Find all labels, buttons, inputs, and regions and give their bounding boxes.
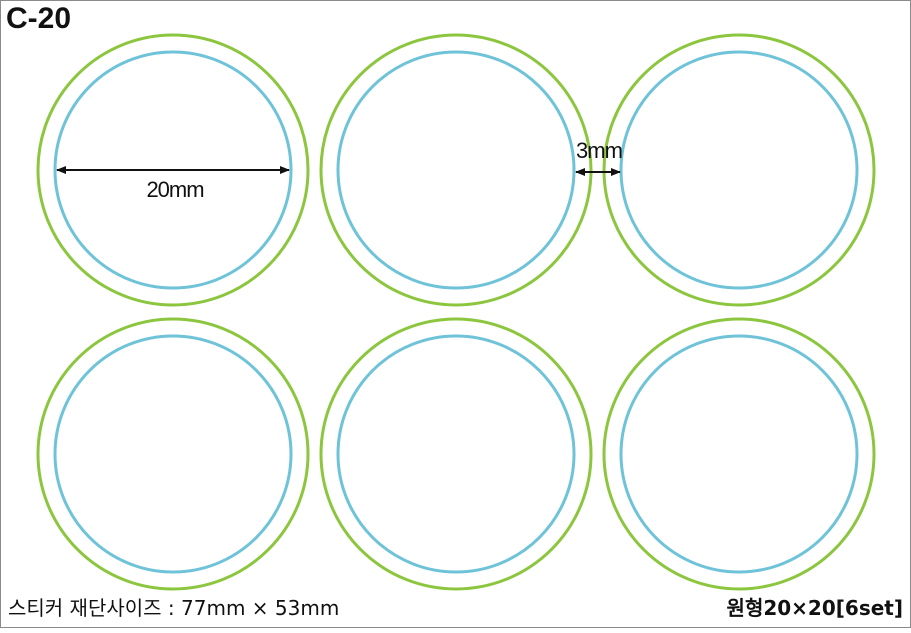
product-name: 원형20×20[6set] <box>726 596 903 620</box>
sticker-1 <box>36 33 310 307</box>
safe-line-circle <box>336 50 576 290</box>
sticker-5 <box>319 317 593 591</box>
safe-line-circle <box>53 50 293 290</box>
cut-line-circle <box>602 317 876 591</box>
template-code: C-20 <box>6 2 72 35</box>
sticker-6 <box>602 317 876 591</box>
safe-line-circle <box>53 334 293 574</box>
cut-size-label: 스티커 재단사이즈 : 77mm × 53mm <box>8 596 340 620</box>
safe-line-circle <box>619 50 859 290</box>
safe-line-circle <box>336 334 576 574</box>
gap-label: 3mm <box>576 138 622 163</box>
cut-line-circle <box>36 317 310 591</box>
safe-line-circle <box>619 334 859 574</box>
diameter-label: 20mm <box>146 177 203 202</box>
sticker-4 <box>36 317 310 591</box>
cut-line-circle <box>36 33 310 307</box>
cut-line-circle <box>319 317 593 591</box>
